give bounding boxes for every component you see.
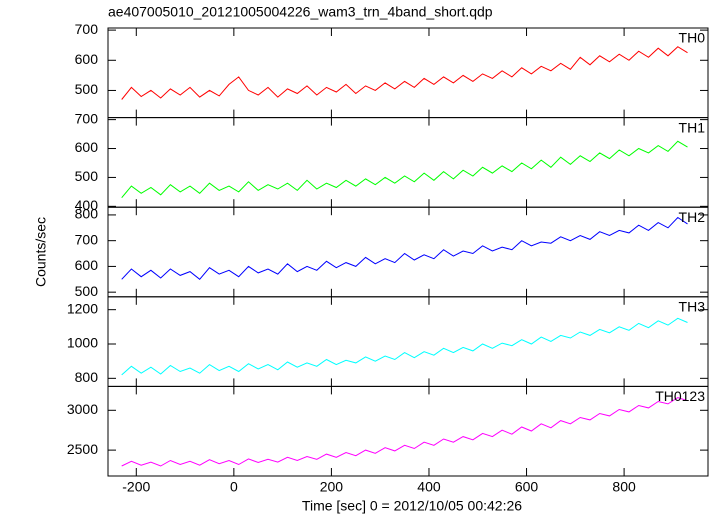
panel-label: TH0123 [655, 388, 705, 404]
panel-label: TH1 [679, 119, 706, 135]
y-tick-label: 3000 [67, 401, 98, 417]
data-line [121, 140, 688, 199]
data-line [121, 46, 688, 100]
y-axis-label: Counts/sec [33, 217, 49, 287]
data-line [121, 216, 688, 280]
y-tick-label: 800 [75, 206, 99, 222]
y-tick-label: 600 [75, 51, 99, 67]
x-tick-label: 800 [612, 479, 636, 495]
panel-frame [107, 385, 709, 477]
panel-frame [107, 117, 709, 208]
panel-frame [107, 206, 709, 298]
y-tick-label: 1200 [67, 300, 98, 316]
x-tick-label: 0 [230, 479, 238, 495]
y-tick-label: 600 [75, 139, 99, 155]
y-tick-label: 600 [75, 257, 99, 273]
y-tick-label: 500 [75, 81, 99, 97]
panel-frame [107, 27, 709, 119]
x-tick-label: 400 [417, 479, 441, 495]
y-tick-label: 700 [75, 231, 99, 247]
panel-label: TH0 [679, 30, 706, 46]
y-tick-label: 700 [75, 110, 99, 126]
y-tick-label: 500 [75, 168, 99, 184]
x-tick-label: -200 [122, 479, 150, 495]
y-tick-label: 800 [75, 369, 99, 385]
panel-frame [107, 296, 709, 387]
y-tick-label: 700 [75, 21, 99, 37]
x-tick-label: 600 [515, 479, 539, 495]
x-axis-label: Time [sec] 0 = 2012/10/05 00:42:26 [302, 498, 522, 514]
x-tick-label: 200 [320, 479, 344, 495]
panel-label: TH2 [679, 209, 706, 225]
y-tick-label: 1000 [67, 335, 98, 351]
data-line [121, 317, 688, 376]
y-tick-label: 400 [75, 197, 99, 213]
y-tick-label: 2500 [67, 441, 98, 457]
y-tick-label: 500 [75, 283, 99, 299]
chart-title: ae407005010_20121005004226_wam3_trn_4ban… [108, 4, 493, 20]
data-line [121, 397, 688, 467]
panel-label: TH3 [679, 299, 706, 315]
